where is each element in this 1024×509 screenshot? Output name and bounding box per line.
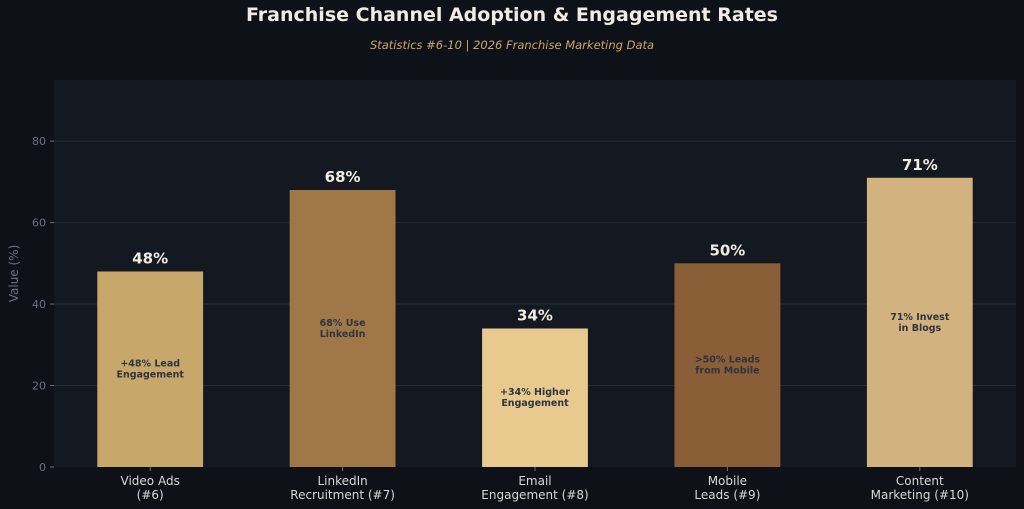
bar-group: 50% >50% Leads from Mobile <box>674 241 781 467</box>
bar <box>482 328 588 467</box>
bar <box>97 271 204 467</box>
x-tick-label: Email Engagement (#8) <box>481 474 588 502</box>
bar-value-label: 68% <box>325 168 361 186</box>
x-tick-label: Video Ads (#6) <box>121 474 180 502</box>
x-tick-label: Mobile Leads (#9) <box>694 474 760 502</box>
bars: 48% +48% Lead Engagement 68% 68% Use LinkedIn… <box>97 156 973 467</box>
x-axis-ticks: Video Ads (#6) LinkedIn Recruitment (#7) Ema… <box>121 467 969 502</box>
bar-inner-label: >50% Leads from Mobile <box>695 355 761 377</box>
bar-inner-label: 68% Use LinkedIn <box>320 318 366 340</box>
y-axis-ticks: 0 20 40 60 80 <box>32 135 54 474</box>
y-tick-label: 20 <box>32 380 46 393</box>
bar-group: 68% 68% Use LinkedIn <box>289 168 396 467</box>
chart-title: Franchise Channel Adoption & Engagement … <box>246 4 778 26</box>
bar <box>866 177 973 467</box>
x-tick-label: LinkedIn Recruitment (#7) <box>290 474 395 502</box>
y-tick-label: 40 <box>32 298 46 311</box>
bar-group: 48% +48% Lead Engagement <box>97 249 204 467</box>
bar <box>289 189 396 467</box>
chart-subtitle: Statistics #6-10 | 2026 Franchise Market… <box>369 38 655 52</box>
bar-inner-label: +34% Higher Engagement <box>500 387 570 409</box>
bar-value-label: 50% <box>709 241 745 259</box>
bar <box>674 263 781 467</box>
bar-value-label: 34% <box>517 306 553 324</box>
bar-inner-label: 71% Invest in Blogs <box>890 312 950 334</box>
y-tick-label: 0 <box>39 461 46 474</box>
bar-inner-label: +48% Lead Engagement <box>117 359 185 381</box>
y-axis-label: Value (%) <box>7 245 21 303</box>
bar-value-label: 48% <box>132 249 168 267</box>
bar-group: 34% +34% Higher Engagement <box>482 306 588 467</box>
x-tick-label: Content Marketing (#10) <box>871 474 969 502</box>
bar-group: 71% 71% Invest in Blogs <box>866 156 973 467</box>
y-tick-label: 60 <box>32 217 46 230</box>
bar-value-label: 71% <box>902 156 938 174</box>
y-tick-label: 80 <box>32 135 46 148</box>
